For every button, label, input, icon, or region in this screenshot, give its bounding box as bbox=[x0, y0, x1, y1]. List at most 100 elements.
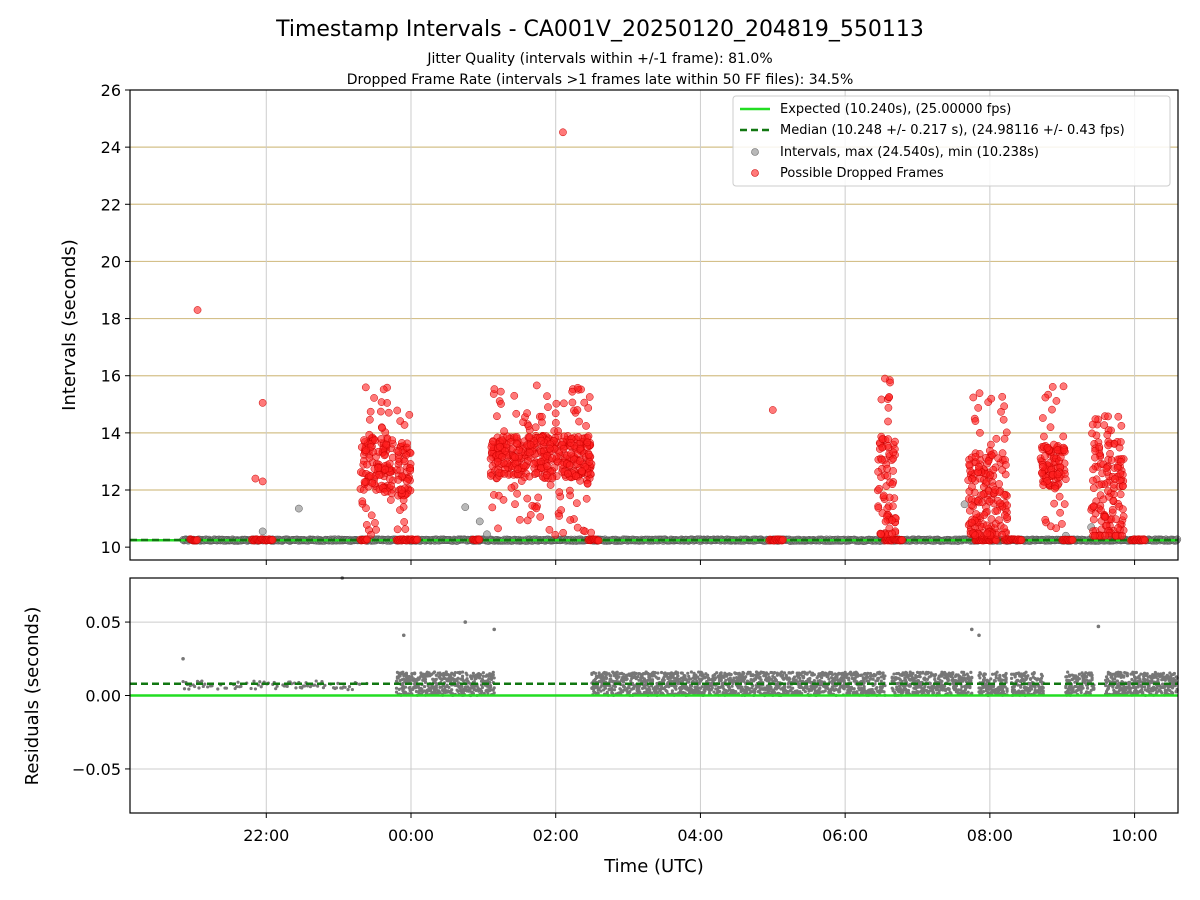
residual-point bbox=[303, 684, 307, 688]
residual-point bbox=[805, 685, 809, 689]
dropped-frame-point bbox=[999, 415, 1008, 424]
residual-point bbox=[465, 673, 469, 677]
dropped-frame-point bbox=[575, 457, 584, 465]
residual-point bbox=[715, 671, 719, 675]
residual-point bbox=[458, 671, 462, 675]
dropped-frame-point bbox=[984, 457, 993, 465]
dropped-frame-point bbox=[1119, 505, 1127, 514]
residual-point bbox=[404, 671, 409, 675]
residual-point bbox=[1000, 678, 1004, 682]
dropped-frame-point bbox=[1043, 443, 1052, 452]
dropped-frame-point bbox=[493, 412, 501, 421]
dropped-frame-point bbox=[552, 418, 560, 427]
dropped-frame-point bbox=[971, 452, 980, 461]
dropped-frame-point bbox=[580, 398, 589, 407]
residual-point bbox=[689, 670, 693, 674]
dropped-frame-point bbox=[497, 400, 505, 408]
residual-point bbox=[990, 672, 995, 676]
dropped-frame-point bbox=[538, 418, 546, 427]
residual-point bbox=[683, 674, 687, 678]
dropped-frame-point bbox=[396, 506, 404, 514]
residual-point bbox=[200, 679, 204, 683]
residual-point bbox=[805, 672, 809, 676]
dropped-frame-point bbox=[406, 466, 415, 475]
dropped-frame-point bbox=[360, 436, 368, 444]
dropped-frame-point bbox=[875, 484, 883, 493]
residual-point bbox=[918, 671, 922, 675]
dropped-frame-point bbox=[879, 491, 888, 500]
dropped-frame-point bbox=[1095, 480, 1104, 489]
chart-title: Timestamp Intervals - CA001V_20250120_20… bbox=[275, 17, 924, 42]
residual-point bbox=[1004, 671, 1008, 676]
dropped-frame-point bbox=[532, 469, 541, 477]
dropped-frame-point bbox=[1060, 446, 1068, 455]
dropped-frame-point bbox=[1111, 475, 1119, 483]
residual-point bbox=[607, 688, 611, 692]
residual-point bbox=[1024, 670, 1028, 674]
dropped-frame-point bbox=[998, 392, 1007, 401]
dropped-frame-point bbox=[566, 516, 575, 524]
residual-point bbox=[471, 671, 476, 675]
residual-point bbox=[818, 686, 822, 690]
residual-point bbox=[820, 676, 824, 680]
dropped-frame-point bbox=[251, 474, 260, 483]
residual-point bbox=[622, 685, 627, 689]
residual-point bbox=[721, 684, 725, 688]
residual-point bbox=[285, 684, 289, 688]
intervals-marks bbox=[130, 128, 1182, 545]
dropped-frame-point bbox=[974, 404, 983, 412]
dropped-frame-point bbox=[998, 449, 1007, 457]
dropped-frame-point bbox=[544, 403, 552, 411]
legend-expected-label: Expected (10.240s), (25.00000 fps) bbox=[780, 102, 1011, 117]
dropped-frame-point bbox=[996, 499, 1004, 508]
interval-point bbox=[475, 517, 484, 526]
intervals-y-tick-label: 26 bbox=[101, 81, 121, 100]
dropped-frame-point bbox=[1097, 506, 1105, 515]
residual-point bbox=[979, 672, 983, 676]
dropped-frame-point bbox=[891, 437, 899, 446]
residual-point bbox=[676, 674, 680, 678]
dropped-frame-point bbox=[493, 457, 502, 466]
dropped-frame-point bbox=[525, 472, 534, 481]
dropped-frame-point bbox=[559, 444, 568, 453]
residual-point bbox=[599, 689, 603, 693]
residual-point bbox=[432, 670, 437, 674]
dropped-frame-point bbox=[1118, 531, 1127, 540]
dropped-frame-point bbox=[500, 427, 508, 436]
residual-point bbox=[402, 674, 406, 678]
residual-point bbox=[862, 684, 866, 689]
dropped-frame-point bbox=[881, 374, 889, 383]
dropped-frame-point bbox=[379, 385, 388, 394]
dropped-frame-point bbox=[967, 518, 976, 527]
dropped-frame-point bbox=[385, 459, 394, 468]
dropped-frame-point bbox=[1117, 421, 1126, 430]
residual-point bbox=[927, 689, 931, 693]
residual-point bbox=[962, 673, 967, 677]
dropped-frame-point bbox=[1041, 393, 1050, 402]
interval-point bbox=[294, 504, 303, 513]
dropped-frame-point bbox=[1053, 446, 1062, 454]
dropped-frame-point bbox=[881, 517, 890, 526]
residual-point bbox=[625, 677, 629, 681]
dropped-frame-point bbox=[967, 501, 976, 510]
residual-point bbox=[969, 670, 973, 674]
dropped-frame-point bbox=[382, 440, 391, 449]
dropped-frame-point bbox=[888, 529, 896, 538]
residual-point bbox=[488, 684, 493, 688]
dropped-frame-point bbox=[568, 387, 577, 396]
dropped-frame-point bbox=[475, 535, 484, 544]
dropped-frame-point bbox=[985, 497, 994, 506]
dropped-frame-point bbox=[565, 461, 574, 469]
dropped-frame-point bbox=[1095, 443, 1104, 451]
residual-point bbox=[946, 678, 950, 682]
dropped-frame-point bbox=[500, 469, 509, 478]
dropped-frame-point bbox=[537, 436, 546, 445]
residual-point bbox=[653, 671, 657, 675]
residual-point bbox=[197, 686, 201, 690]
residual-point bbox=[714, 676, 718, 680]
residual-point bbox=[883, 674, 887, 678]
dropped-frame-point bbox=[1109, 496, 1118, 505]
dropped-frame-point bbox=[488, 503, 497, 512]
residual-point bbox=[940, 679, 944, 683]
